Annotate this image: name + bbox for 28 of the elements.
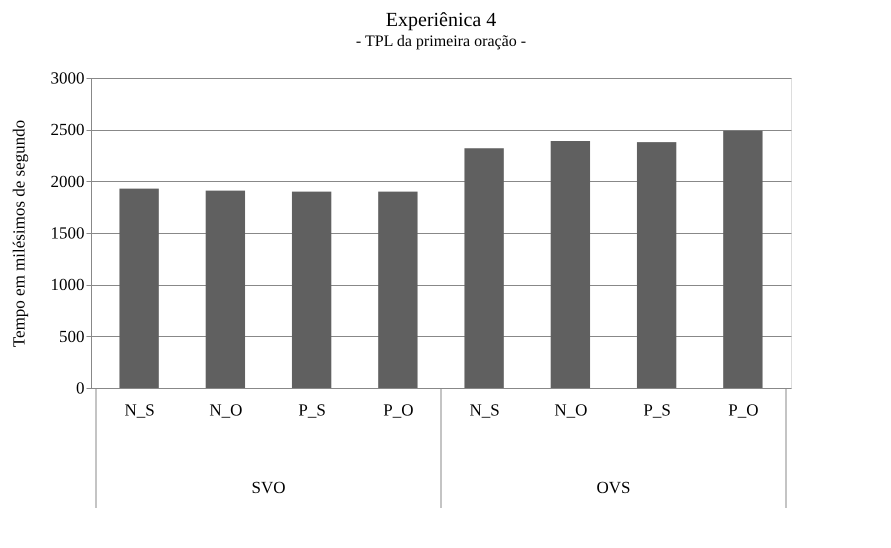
x-tick-label: P_O bbox=[383, 400, 414, 420]
y-tick-label: 500 bbox=[59, 326, 84, 346]
x-tick-label: N_O bbox=[209, 400, 242, 420]
x-tick-label: P_S bbox=[298, 400, 326, 420]
text: SVO bbox=[251, 478, 286, 497]
x-tick-label: P_O bbox=[728, 400, 758, 420]
bar bbox=[723, 130, 763, 388]
x-tick-label: N_O bbox=[554, 400, 588, 420]
y-axis-title: Tempo em milésimos de segundo bbox=[10, 120, 28, 348]
bar bbox=[550, 141, 590, 388]
y-tick-label: 2000 bbox=[50, 172, 84, 191]
y-tick-label: 2500 bbox=[50, 120, 84, 140]
y-tick-label: 0 bbox=[76, 378, 84, 398]
chart-subtitle: - TPL da primeira oração - bbox=[356, 33, 526, 50]
bar bbox=[206, 190, 246, 388]
bar bbox=[119, 188, 159, 388]
bar bbox=[292, 192, 332, 388]
x-tick-label: P_S bbox=[643, 400, 671, 420]
x-tick-label: N_S bbox=[124, 400, 155, 420]
bar bbox=[464, 148, 504, 388]
x-tick-label: N_S bbox=[470, 400, 500, 420]
bar bbox=[636, 142, 676, 388]
chart-title: Experiênica 4 bbox=[386, 9, 496, 31]
bar bbox=[378, 192, 418, 388]
text: OVS bbox=[596, 478, 631, 497]
y-tick-label: 1000 bbox=[50, 275, 84, 294]
y-tick-label: 1500 bbox=[50, 224, 84, 242]
y-tick-label: 3000 bbox=[50, 68, 84, 88]
